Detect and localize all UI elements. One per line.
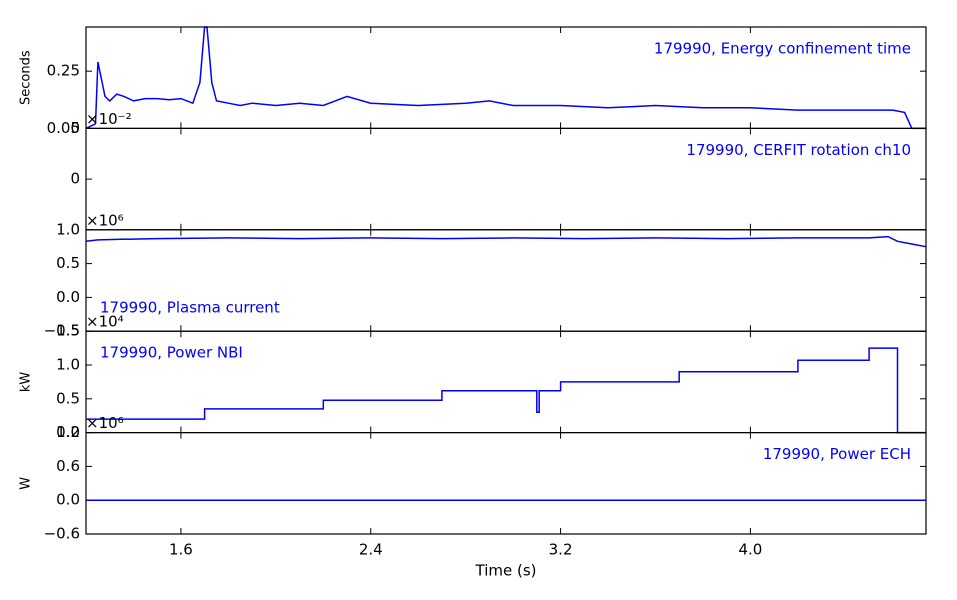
y-tick-label: 1.0 xyxy=(56,356,80,374)
y-tick-label: 0.0 xyxy=(56,423,80,441)
y-tick-label: 1.2 xyxy=(56,423,80,441)
data-line xyxy=(86,347,926,434)
annotation: 179990, CERFIT rotation ch10 xyxy=(686,141,911,159)
plot-frame xyxy=(85,432,927,535)
y-axis-label: Seconds xyxy=(19,50,34,105)
annotation: 179990, Plasma current xyxy=(100,299,280,317)
y-tick-label: −0.6 xyxy=(44,525,80,543)
y-axis-label: kW xyxy=(19,372,34,393)
offset-text: ×10⁴ xyxy=(86,313,124,331)
y-tick-label: 0.6 xyxy=(56,457,80,475)
x-tick-label: 2.4 xyxy=(359,541,383,559)
y-tick-label: 0.5 xyxy=(56,254,80,272)
x-axis-label: Time (s) xyxy=(475,562,537,580)
offset-text: ×10⁶ xyxy=(86,414,124,432)
x-tick-label: 1.6 xyxy=(169,541,193,559)
y-tick-label: 0 xyxy=(70,170,80,188)
data-line xyxy=(85,235,927,248)
data-line xyxy=(85,26,926,130)
x-tick-label: 3.2 xyxy=(549,541,573,559)
y-axis-label: W xyxy=(19,477,34,490)
offset-text: ×10⁻² xyxy=(86,110,132,128)
y-tick-label: 0.00 xyxy=(47,119,80,137)
y-tick-label: 0.25 xyxy=(47,62,80,80)
y-tick-label: −0.5 xyxy=(44,322,80,340)
offset-text: ×10⁶ xyxy=(86,211,124,229)
annotation: 179990, Energy confinement time xyxy=(654,40,911,58)
annotation: 179990, Power NBI xyxy=(100,344,243,362)
y-tick-label: 0.0 xyxy=(56,491,80,509)
y-tick-label: 0.0 xyxy=(56,288,80,306)
y-tick-label: 5 xyxy=(70,119,80,137)
y-tick-label: 0.5 xyxy=(56,389,80,407)
annotation: 179990, Power ECH xyxy=(763,445,911,463)
y-tick-label: 1.0 xyxy=(56,220,80,238)
y-tick-label: 1.5 xyxy=(56,322,80,340)
x-tick-label: 4.0 xyxy=(738,541,762,559)
